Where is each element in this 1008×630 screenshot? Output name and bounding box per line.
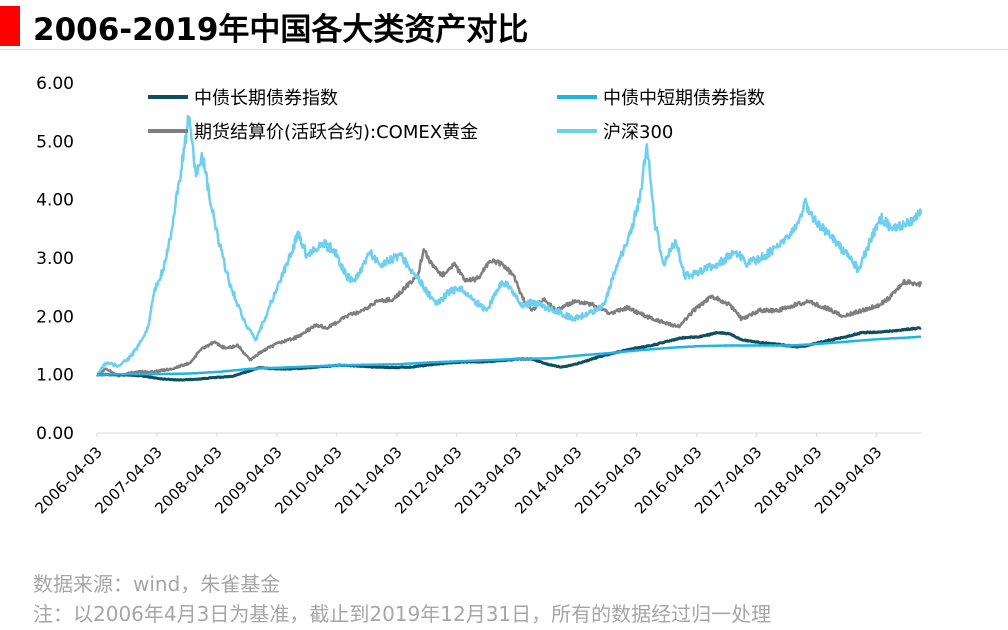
page-title: 2006-2019年中国各大类资产对比	[33, 12, 529, 48]
series-group	[96, 114, 923, 382]
source-note: 数据来源：wind，朱雀基金	[33, 572, 281, 596]
footnote: 注：以2006年4月3日为基准，截止到2019年12月31日，所有的数据经过归一…	[33, 602, 772, 626]
legend-label: 中债中短期债券指数	[603, 88, 765, 109]
y-axis: 0.00 1.00 2.00 3.00 4.00 5.00 6.00	[36, 74, 74, 444]
title-divider	[0, 49, 1008, 50]
y-tick-label: 5.00	[36, 132, 74, 152]
y-tick-label: 1.00	[36, 366, 74, 386]
title-bar: 2006-2019年中国各大类资产对比	[0, 0, 1008, 50]
y-tick-label: 4.00	[36, 191, 74, 211]
title-accent-block	[0, 6, 20, 46]
series-line-1	[96, 335, 922, 376]
legend-label: 中债长期债券指数	[194, 88, 338, 109]
chart: 0.00 1.00 2.00 3.00 4.00 5.00 6.00 2006-04-032…	[31, 74, 923, 517]
y-tick-label: 2.00	[36, 307, 74, 327]
series-line-2	[96, 248, 923, 378]
legend-label: 沪深300	[603, 122, 673, 143]
y-tick-label: 6.00	[36, 74, 74, 94]
series-line-3	[96, 114, 923, 377]
y-tick-label: 3.00	[36, 249, 74, 269]
y-tick-label: 0.00	[36, 424, 74, 444]
x-axis: 2006-04-032007-04-032008-04-032009-04-03…	[31, 432, 921, 517]
legend-label: 期货结算价(活跃合约):COMEX黄金	[194, 122, 478, 143]
